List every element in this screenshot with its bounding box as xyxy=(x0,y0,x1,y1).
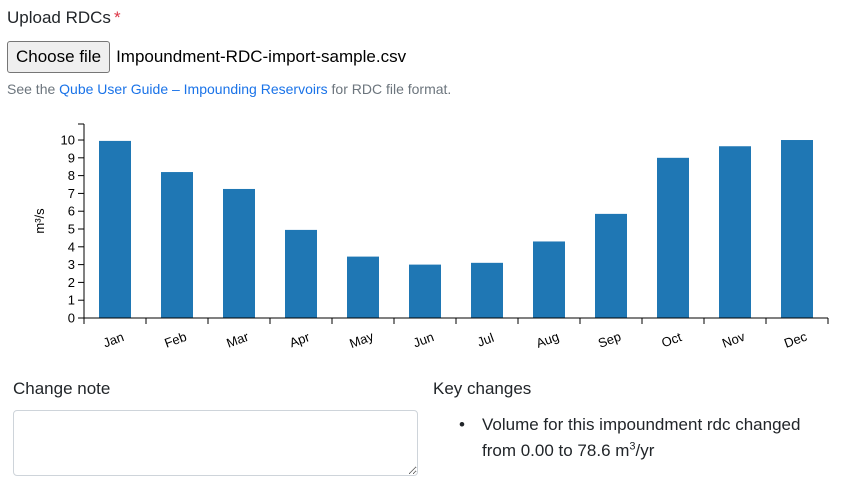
y-tick-label: 7 xyxy=(68,186,75,201)
x-tick-label-dec: Dec xyxy=(782,329,809,351)
bar-feb xyxy=(161,172,193,318)
file-input-row: Choose file Impoundment-RDC-import-sampl… xyxy=(7,41,406,73)
change-note-textarea[interactable] xyxy=(13,410,418,476)
unit-suffix: /yr xyxy=(635,441,655,460)
x-tick-label-feb: Feb xyxy=(162,329,188,351)
y-tick-label: 2 xyxy=(68,275,75,290)
upload-rdcs-label: Upload RDCs * xyxy=(7,8,121,28)
bar-jan xyxy=(99,140,131,318)
x-tick-label-sep: Sep xyxy=(596,329,623,351)
key-change-text-line2: from 0.00 to 78.6 m xyxy=(482,441,630,460)
bar-may xyxy=(347,256,379,318)
x-tick-label-jul: Jul xyxy=(475,330,496,350)
x-tick-label-may: May xyxy=(347,328,376,351)
help-prefix: See the xyxy=(7,81,60,97)
unit-superscript: 3 xyxy=(629,440,636,453)
bar-oct xyxy=(657,157,689,318)
bar-apr xyxy=(285,229,317,318)
y-tick-label: 3 xyxy=(68,257,75,272)
bullet-icon: • xyxy=(459,415,465,434)
key-changes-list: • Volume for this impoundment rdc change… xyxy=(459,412,832,464)
y-tick-label: 0 xyxy=(68,311,75,326)
bar-sep xyxy=(595,213,627,318)
x-tick-label-nov: Nov xyxy=(720,329,747,351)
y-tick-label: 10 xyxy=(61,133,75,148)
bar-aug xyxy=(533,241,565,318)
choose-file-button[interactable]: Choose file xyxy=(7,41,111,73)
y-tick-label: 8 xyxy=(68,168,75,183)
selected-file-name: Impoundment-RDC-import-sample.csv xyxy=(116,47,407,66)
key-change-item: • Volume for this impoundment rdc change… xyxy=(459,412,832,464)
y-tick-label: 6 xyxy=(68,204,75,219)
y-tick-label: 1 xyxy=(68,293,75,308)
upload-label-text: Upload RDCs xyxy=(7,8,111,27)
y-axis-label: m³/s xyxy=(32,208,47,234)
bar-jul xyxy=(471,262,503,318)
y-tick-label: 4 xyxy=(68,239,75,254)
y-tick-label: 5 xyxy=(68,222,75,237)
y-tick-label: 9 xyxy=(68,150,75,165)
rdc-bar-chart: 0 1 2 3 4 5 6 7 8 9 10 m³/s Jan Feb Mar Apr May Jun Jul Aug… xyxy=(32,123,829,351)
x-tick-label-jan: Jan xyxy=(101,329,126,350)
x-tick-label-aug: Aug xyxy=(534,329,561,351)
bar-mar xyxy=(223,188,255,318)
help-text: See the Qube User Guide – Impounding Res… xyxy=(7,81,451,97)
required-marker: * xyxy=(113,8,121,27)
x-tick-label-oct: Oct xyxy=(659,329,683,350)
key-change-text-line1: Volume for this impoundment rdc changed xyxy=(482,415,801,434)
bar-nov xyxy=(719,146,751,318)
x-tick-label-jun: Jun xyxy=(411,329,436,350)
user-guide-link[interactable]: Qube User Guide – Impounding Reservoirs xyxy=(59,81,328,97)
change-note-label: Change note xyxy=(13,379,111,398)
bar-jun xyxy=(409,264,441,318)
bar-dec xyxy=(781,140,813,318)
x-tick-label-mar: Mar xyxy=(224,329,251,351)
x-tick-label-apr: Apr xyxy=(287,329,312,350)
key-changes-label: Key changes xyxy=(433,379,532,398)
help-suffix: for RDC file format. xyxy=(327,81,452,97)
